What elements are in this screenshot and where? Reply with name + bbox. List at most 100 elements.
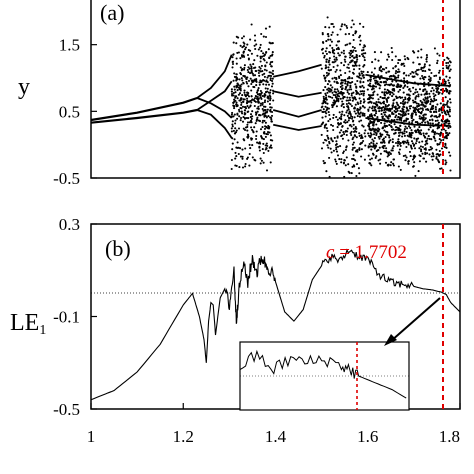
- panel-a-point: [269, 63, 272, 66]
- panel-a-point: [379, 81, 382, 84]
- panel-a-point: [253, 74, 257, 77]
- panel-a-point: [399, 84, 402, 87]
- panel-a-point: [401, 110, 404, 113]
- panel-a-point: [360, 155, 363, 158]
- panel-a-point: [433, 74, 436, 78]
- panel-a-point: [345, 145, 348, 148]
- panel-a-point: [427, 122, 430, 125]
- panel-a-point: [250, 137, 254, 140]
- panel-a-point: [350, 125, 353, 128]
- panel-a-point: [446, 105, 449, 108]
- panel-a-point: [325, 40, 328, 43]
- panel-a-point: [322, 102, 325, 105]
- panel-a-point: [234, 122, 237, 125]
- panel-a-point: [375, 149, 378, 153]
- panel-a-point: [245, 102, 249, 105]
- panel-a-point: [269, 97, 272, 100]
- panel-a-point: [387, 134, 391, 137]
- panel-a-point: [241, 166, 245, 169]
- panel-a-point: [335, 162, 338, 165]
- panel-a-frame: [90, 0, 461, 179]
- panel-a-point: [421, 140, 424, 143]
- panel-a-point: [347, 102, 350, 105]
- panel-a-point: [361, 112, 364, 115]
- panel-a-point: [436, 59, 439, 62]
- panel-a-point: [231, 148, 234, 151]
- panel-a-point: [398, 70, 401, 73]
- panel-a-point: [257, 87, 260, 90]
- panel-a-point: [331, 106, 334, 109]
- panel-a-point: [246, 136, 249, 139]
- panel-a-point: [348, 77, 351, 80]
- panel-a-point: [375, 110, 378, 113]
- panel-a-point: [439, 153, 442, 156]
- panel-a-point: [383, 109, 386, 112]
- panel-a-point: [437, 80, 440, 83]
- panel-a-branch: [196, 109, 233, 139]
- panel-a-point: [250, 101, 253, 104]
- panel-a: 1.5 0.5 -0.5 (a) y: [18, 0, 461, 188]
- panel-a-point: [349, 49, 352, 52]
- panel-a-point: [327, 111, 330, 114]
- panel-a-point: [247, 117, 250, 120]
- panel-a-point: [345, 24, 348, 28]
- panel-a-point: [325, 127, 328, 130]
- panel-a-point: [242, 98, 245, 101]
- panel-a-point: [369, 82, 372, 85]
- panel-a-point: [436, 119, 439, 122]
- panel-a-point: [427, 68, 431, 71]
- panel-a-point: [390, 126, 393, 129]
- panel-a-point: [361, 105, 364, 108]
- panel-a-point: [391, 88, 394, 91]
- panel-a-point: [230, 92, 234, 96]
- panel-a-point: [406, 101, 409, 104]
- panel-a-point: [322, 89, 325, 92]
- panel-a-point: [355, 127, 358, 130]
- panel-a-point: [339, 85, 342, 88]
- panel-a-point: [410, 131, 413, 134]
- panel-a-point: [424, 121, 427, 124]
- panel-a-point: [397, 138, 400, 141]
- panel-a-point: [329, 84, 332, 87]
- panel-a-point: [335, 44, 338, 47]
- panel-a-point: [419, 117, 422, 120]
- panel-a-point: [403, 77, 406, 80]
- panel-a-point: [333, 88, 337, 91]
- panel-a-point: [335, 58, 338, 61]
- panel-a-point: [252, 63, 255, 66]
- panel-a-point: [413, 161, 416, 164]
- panel-a-point: [238, 115, 241, 118]
- panel-a-point: [350, 92, 353, 95]
- panel-a-point: [332, 128, 335, 132]
- panel-a-point: [354, 62, 357, 65]
- panel-a-point: [244, 165, 247, 168]
- panel-a-point: [447, 65, 450, 69]
- panel-a-point: [359, 100, 362, 103]
- panel-a-point: [379, 158, 382, 161]
- panel-a-point: [425, 102, 428, 105]
- panel-a-point: [351, 99, 354, 102]
- panel-a-point: [360, 53, 364, 56]
- panel-a-point: [444, 143, 447, 147]
- panel-a-point: [337, 46, 340, 49]
- panel-a-point: [393, 123, 396, 126]
- panel-a-point: [271, 139, 274, 142]
- panel-a-point: [242, 35, 245, 38]
- panel-a-point: [236, 141, 239, 144]
- panel-a-point: [233, 138, 236, 141]
- panel-a-point: [407, 143, 410, 146]
- panel-a-point: [361, 124, 364, 127]
- panel-a-point: [230, 90, 233, 93]
- panel-a-point: [246, 123, 249, 126]
- panel-a-point: [350, 94, 353, 97]
- panel-a-point: [237, 51, 240, 54]
- panel-a-point: [331, 46, 334, 50]
- panel-a-point: [326, 134, 329, 137]
- panel-a-point: [387, 152, 390, 155]
- panel-a-point: [326, 129, 329, 132]
- panel-a-point: [340, 129, 343, 132]
- panel-a-point: [335, 78, 338, 81]
- panel-a-point: [353, 46, 356, 50]
- panel-a-point: [398, 59, 402, 62]
- panel-a-point: [424, 113, 427, 116]
